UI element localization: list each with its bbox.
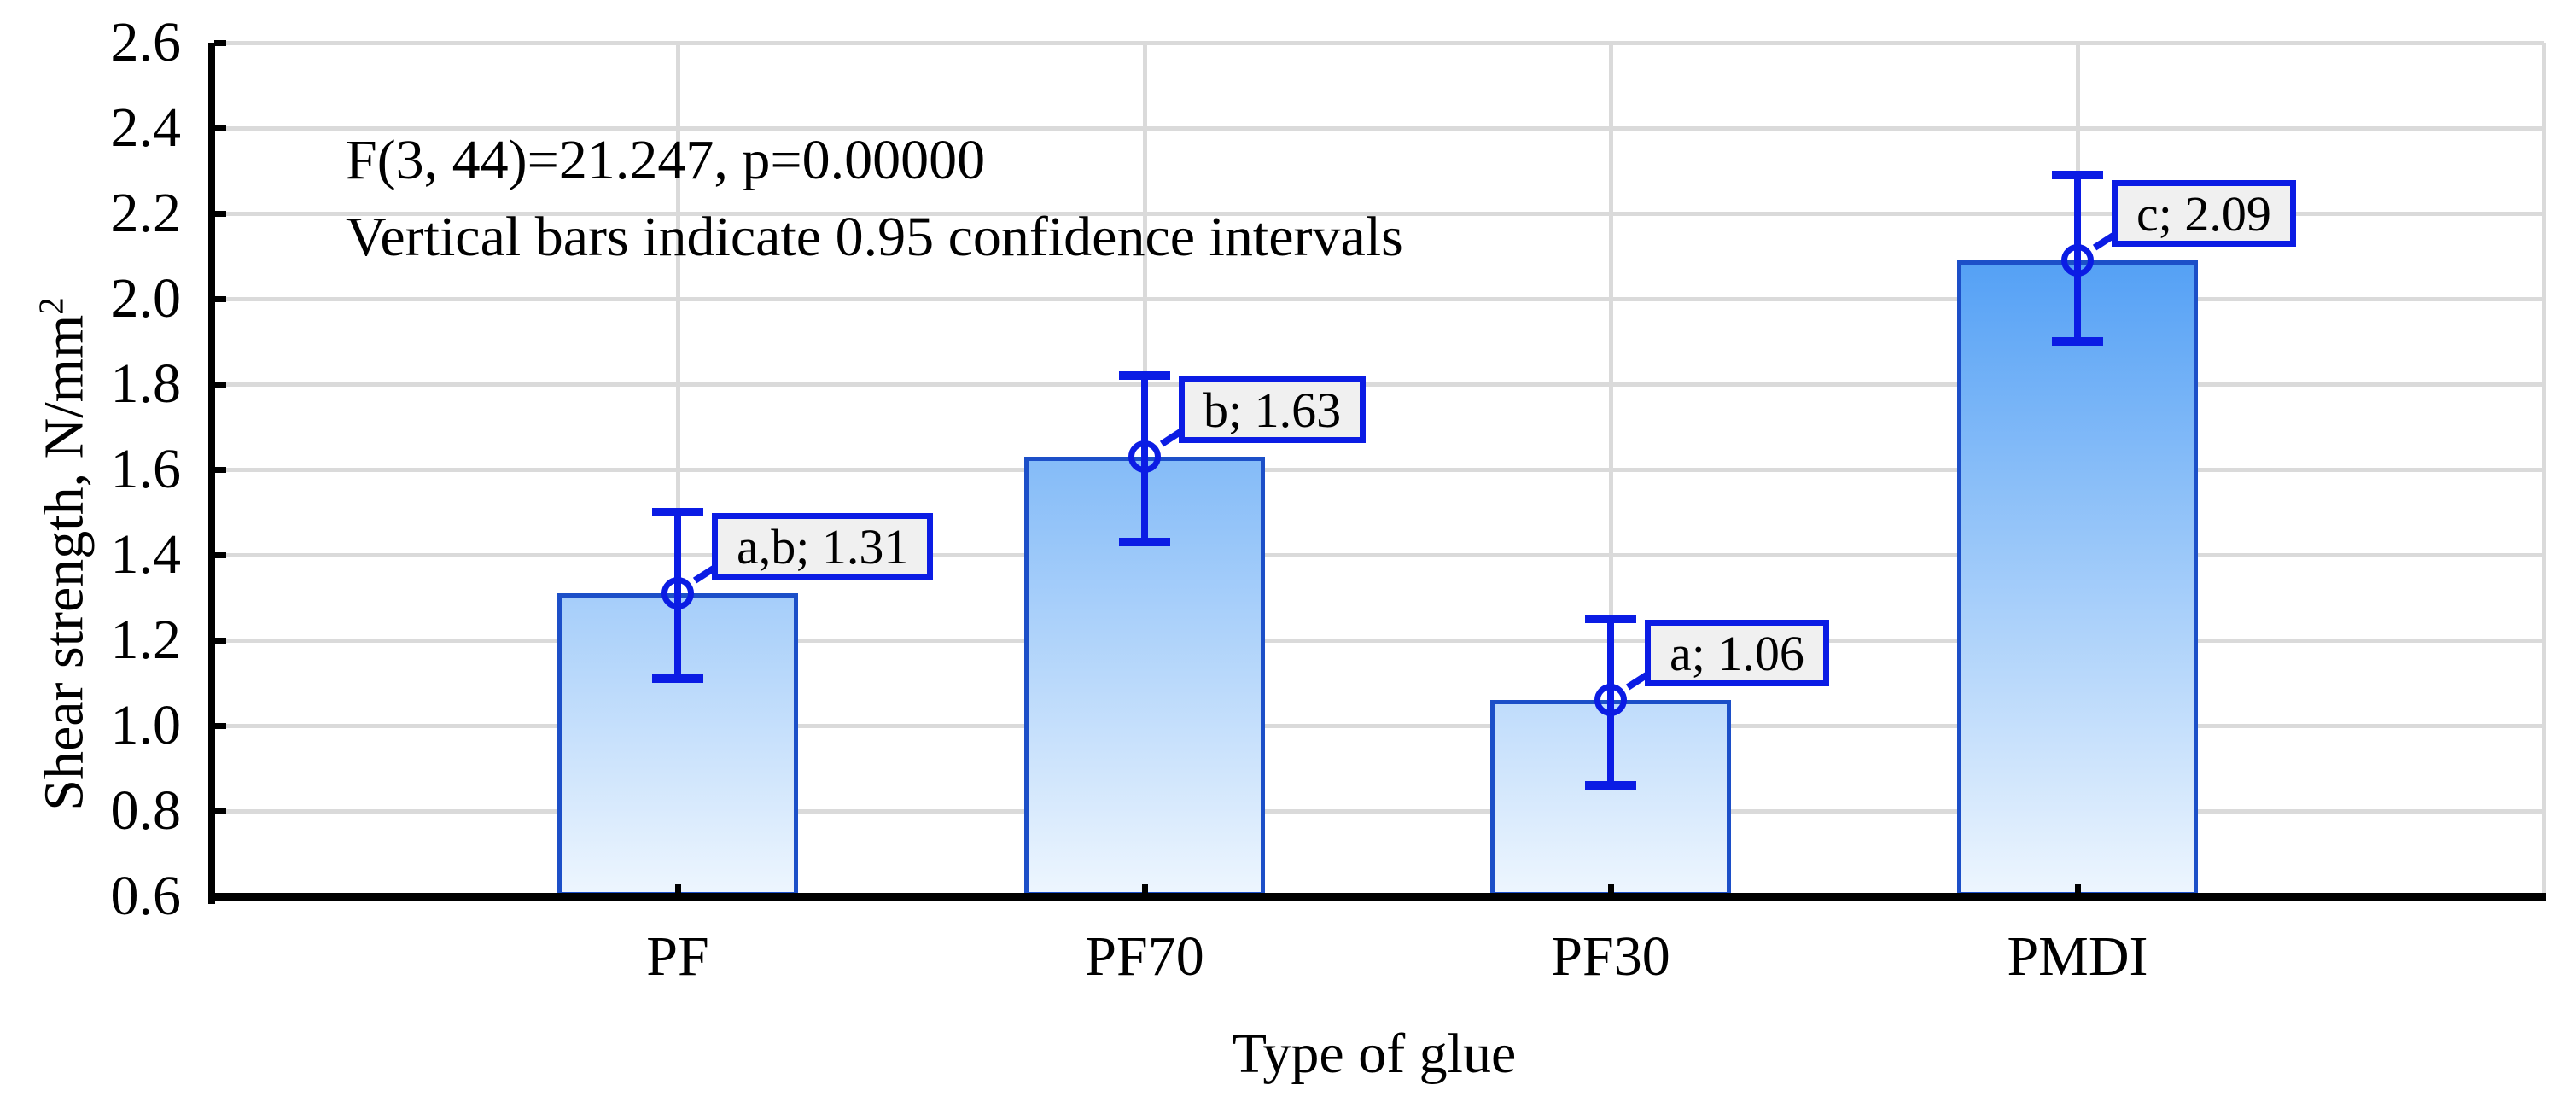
y-tick-label: 1.8 bbox=[110, 353, 182, 415]
plot-right-gridline bbox=[2541, 43, 2546, 896]
y-tick-label: 2.6 bbox=[110, 11, 182, 73]
error-cap-bottom-PMDI bbox=[2052, 337, 2103, 346]
y-gridline bbox=[214, 467, 2544, 472]
y-axis-line bbox=[208, 43, 215, 904]
y-gridline bbox=[214, 723, 2544, 728]
x-tick-PF bbox=[674, 884, 681, 896]
mean-marker-PF bbox=[661, 577, 694, 609]
x-category-label-PF: PF bbox=[646, 925, 709, 988]
y-tick-label: 2.0 bbox=[110, 267, 182, 329]
y-tick bbox=[214, 39, 226, 46]
y-tick-label: 1.0 bbox=[110, 694, 182, 756]
y-tick bbox=[214, 210, 226, 217]
y-gridline bbox=[214, 382, 2544, 387]
x-category-label-PF30: PF30 bbox=[1551, 925, 1670, 988]
y-tick-label: 0.6 bbox=[110, 865, 182, 927]
y-tick-label: 2.4 bbox=[110, 96, 182, 159]
x-category-label-PF70: PF70 bbox=[1085, 925, 1204, 988]
y-tick bbox=[214, 466, 226, 473]
y-tick bbox=[214, 381, 226, 388]
error-cap-bottom-PF30 bbox=[1585, 781, 1636, 790]
mean-marker-PMDI bbox=[2061, 244, 2094, 277]
y-tick bbox=[214, 551, 226, 558]
y-tick bbox=[214, 295, 226, 302]
y-gridline bbox=[214, 638, 2544, 643]
x-tick-PF70 bbox=[1141, 884, 1148, 896]
error-cap-bottom-PF70 bbox=[1119, 538, 1170, 546]
error-cap-top-PF30 bbox=[1585, 615, 1636, 623]
y-tick bbox=[214, 637, 226, 644]
x-axis-title: Type of glue bbox=[1232, 1023, 1517, 1085]
y-gridline bbox=[214, 211, 2544, 216]
mean-marker-PF30 bbox=[1594, 684, 1627, 716]
x-gridline-PF bbox=[675, 43, 680, 896]
bar-PMDI bbox=[1957, 260, 2198, 896]
y-gridline bbox=[214, 125, 2544, 131]
y-gridline bbox=[214, 552, 2544, 557]
y-tick-label: 1.2 bbox=[110, 609, 182, 671]
y-tick bbox=[214, 808, 226, 814]
error-cap-bottom-PF bbox=[652, 674, 703, 683]
y-tick bbox=[214, 125, 226, 131]
mean-marker-PF70 bbox=[1128, 440, 1161, 473]
y-tick-label: 0.8 bbox=[110, 779, 182, 842]
x-tick-PF30 bbox=[1607, 884, 1614, 896]
x-axis-line bbox=[208, 893, 2546, 901]
x-tick-PMDI bbox=[2074, 884, 2081, 896]
x-category-label-PMDI: PMDI bbox=[2007, 925, 2148, 988]
annotation-line-2: Vertical bars indicate 0.95 confidence i… bbox=[346, 206, 1403, 268]
y-gridline bbox=[214, 808, 2544, 814]
y-tick bbox=[214, 722, 226, 729]
y-tick-label: 1.4 bbox=[110, 523, 182, 586]
x-gridline-PF30 bbox=[1608, 43, 1613, 896]
value-label-PF30: a; 1.06 bbox=[1645, 620, 1829, 686]
y-tick-label: 1.6 bbox=[110, 438, 182, 500]
value-label-PMDI: c; 2.09 bbox=[2112, 180, 2296, 247]
error-cap-top-PF70 bbox=[1119, 371, 1170, 380]
value-label-PF: a,b; 1.31 bbox=[712, 513, 934, 580]
error-cap-top-PF bbox=[652, 508, 703, 516]
error-cap-top-PMDI bbox=[2052, 171, 2103, 179]
y-tick-label: 2.2 bbox=[110, 182, 182, 244]
y-gridline bbox=[214, 40, 2544, 45]
y-gridline bbox=[214, 296, 2544, 301]
value-label-PF70: b; 1.63 bbox=[1179, 376, 1367, 443]
annotation-line-1: F(3, 44)=21.247, p=0.00000 bbox=[346, 129, 986, 191]
stats-annotation: F(3, 44)=21.247, p=0.00000 Vertical bars… bbox=[346, 122, 1403, 276]
